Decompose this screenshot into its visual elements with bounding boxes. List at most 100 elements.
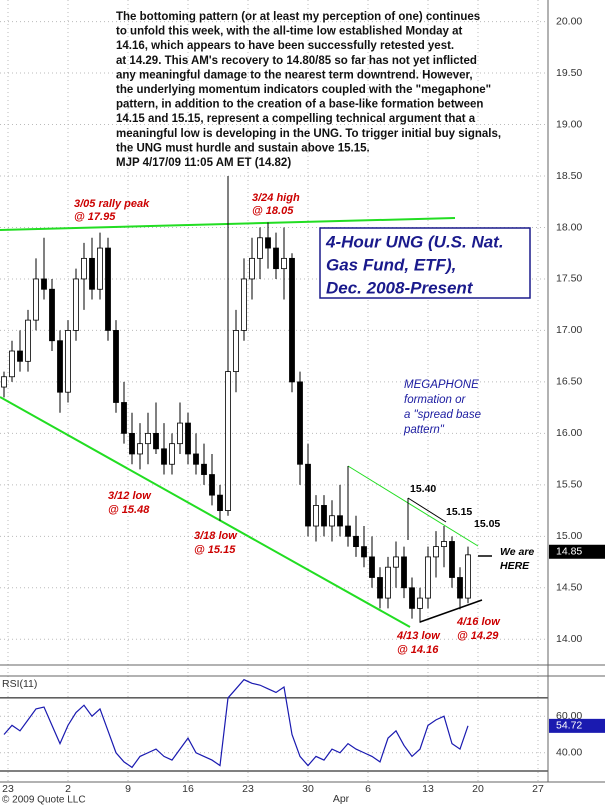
commentary-line: MJP 4/17/09 11:05 AM ET (14.82) — [116, 157, 291, 169]
candle-body — [129, 432, 135, 455]
candle-body — [41, 278, 47, 290]
triangle-edge — [407, 497, 447, 523]
commentary-line: to unfold this week, with the all-time l… — [116, 26, 462, 38]
candle-body — [329, 515, 335, 527]
candle-body — [193, 453, 199, 465]
annotation: @ 15.15 — [194, 544, 236, 556]
commentary-line: 14.16, which appears to have been succes… — [116, 40, 454, 52]
candle-body — [289, 257, 295, 383]
candle-body — [65, 330, 71, 393]
candle-body — [1, 376, 7, 388]
annotation: 4/16 low — [456, 616, 501, 628]
candle-body — [385, 566, 391, 599]
commentary-line: any meaningful damage to the nearest ter… — [116, 69, 473, 81]
candle-body — [433, 546, 439, 558]
x-tick-label: 13 — [422, 783, 434, 795]
annotation: MEGAPHONE — [404, 379, 479, 391]
grid: 14.00 14.50 15.00 15.50 16.00 16.50 17.00 17.50… — [0, 0, 582, 795]
x-tick-label: 2 — [65, 783, 71, 795]
annotation: a "spread base — [404, 409, 481, 421]
candle-body — [177, 422, 183, 445]
megaphone-top — [347, 465, 479, 547]
rsi-last-label: 54.72 — [556, 720, 582, 732]
candle-body — [425, 556, 431, 599]
candle-body — [369, 556, 375, 578]
commentary: The bottoming pattern (or at least my pe… — [116, 11, 501, 169]
candle-body — [441, 541, 447, 548]
commentary-line: The bottoming pattern (or at least my pe… — [116, 11, 480, 23]
candle-body — [297, 381, 303, 465]
title: 4-Hour UNG (U.S. Nat. — [325, 232, 504, 251]
candle-body — [17, 350, 23, 362]
annotation: @ 18.05 — [252, 205, 294, 217]
candle-body — [161, 448, 167, 465]
candle-body — [353, 535, 359, 548]
last-price-label: 14.85 — [556, 546, 582, 558]
candle-body — [201, 463, 207, 475]
candle-body — [73, 278, 79, 331]
y-tick-label: 18.50 — [556, 170, 582, 182]
commentary-line: the underlying momentum indicators coupl… — [116, 84, 491, 96]
candles — [1, 176, 471, 623]
candle-body — [265, 237, 271, 249]
rsi-label: RSI(11) — [2, 678, 37, 690]
candle-body — [217, 494, 223, 511]
y-tick-label: 19.50 — [556, 67, 582, 79]
y-tick-label: 17.50 — [556, 273, 582, 285]
candle-body — [209, 474, 215, 496]
candle-body — [233, 330, 239, 373]
candle-body — [457, 577, 463, 599]
annotation: 4/13 low — [396, 630, 441, 642]
candle-body — [337, 515, 343, 527]
candle-body — [401, 556, 407, 589]
candle-body — [305, 463, 311, 527]
title: Gas Fund, ETF), — [326, 255, 456, 274]
commentary-line: the UNG must hurdle and sustain above 15… — [116, 142, 370, 154]
candle-body — [361, 546, 367, 558]
candle-body — [25, 319, 31, 362]
candle-body — [169, 443, 175, 465]
annotation: 15.05 — [474, 518, 500, 530]
candle-body — [33, 278, 39, 321]
candle-body — [225, 371, 231, 511]
base-line — [419, 599, 483, 623]
candle-body — [185, 422, 191, 455]
candle-body — [9, 350, 15, 378]
annotation: 15.40 — [410, 483, 436, 495]
y-tick-label: 16.00 — [556, 427, 582, 439]
annotation: 15.15 — [446, 506, 472, 518]
annotation: formation or — [404, 394, 467, 406]
y-tick-label: 16.50 — [556, 376, 582, 388]
candle-body — [249, 257, 255, 280]
candle-body — [97, 247, 103, 290]
commentary-line: at 14.29. This AM's recovery to 14.80/85… — [116, 55, 477, 67]
annotation: @ 17.95 — [74, 211, 116, 223]
candle-body — [49, 288, 55, 342]
candle-body — [113, 330, 119, 403]
candle-body — [89, 257, 95, 290]
annotation: HERE — [500, 560, 530, 572]
y-tick-label: 20.00 — [556, 15, 582, 27]
candle-body — [81, 257, 87, 280]
rsi-line — [3, 678, 469, 769]
title-box — [319, 227, 531, 299]
candle-body — [257, 237, 263, 259]
candle-body — [145, 432, 151, 445]
candle-body — [121, 402, 127, 434]
annotation: 3/18 low — [194, 530, 238, 542]
candle-body — [153, 432, 159, 450]
x-tick-label: 16 — [182, 783, 194, 795]
commentary-line: pattern, in addition to the creation of … — [116, 99, 483, 111]
annotation: @ 14.29 — [457, 630, 499, 642]
y-tick-label: 17.00 — [556, 324, 582, 336]
candle-body — [57, 340, 63, 393]
x-tick-label: 20 — [472, 783, 484, 795]
commentary-line: 14.15 and 15.15, represent a compelling … — [116, 113, 476, 125]
title: Dec. 2008-Present — [326, 278, 474, 297]
candle-body — [281, 257, 287, 270]
y-tick-label: 14.00 — [556, 633, 582, 645]
annotation: We are — [500, 546, 534, 558]
annotation: pattern" — [403, 424, 445, 436]
